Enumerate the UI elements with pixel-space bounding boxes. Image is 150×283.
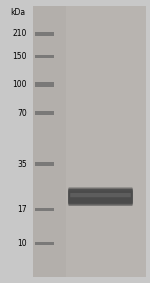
Text: 17: 17	[17, 205, 27, 214]
Text: 70: 70	[17, 109, 27, 118]
FancyBboxPatch shape	[34, 208, 54, 211]
FancyBboxPatch shape	[33, 6, 146, 277]
FancyBboxPatch shape	[34, 242, 54, 245]
FancyBboxPatch shape	[34, 32, 54, 36]
Text: 150: 150	[12, 52, 27, 61]
Text: 35: 35	[17, 160, 27, 169]
FancyBboxPatch shape	[34, 111, 54, 115]
FancyBboxPatch shape	[34, 162, 54, 166]
FancyBboxPatch shape	[68, 190, 133, 203]
FancyBboxPatch shape	[70, 193, 131, 197]
Text: 100: 100	[12, 80, 27, 89]
Text: 210: 210	[13, 29, 27, 38]
FancyBboxPatch shape	[68, 189, 133, 204]
Text: kDa: kDa	[10, 8, 26, 18]
Text: 10: 10	[17, 239, 27, 248]
FancyBboxPatch shape	[34, 82, 54, 87]
FancyBboxPatch shape	[33, 6, 66, 277]
FancyBboxPatch shape	[34, 55, 54, 58]
FancyBboxPatch shape	[68, 188, 133, 206]
